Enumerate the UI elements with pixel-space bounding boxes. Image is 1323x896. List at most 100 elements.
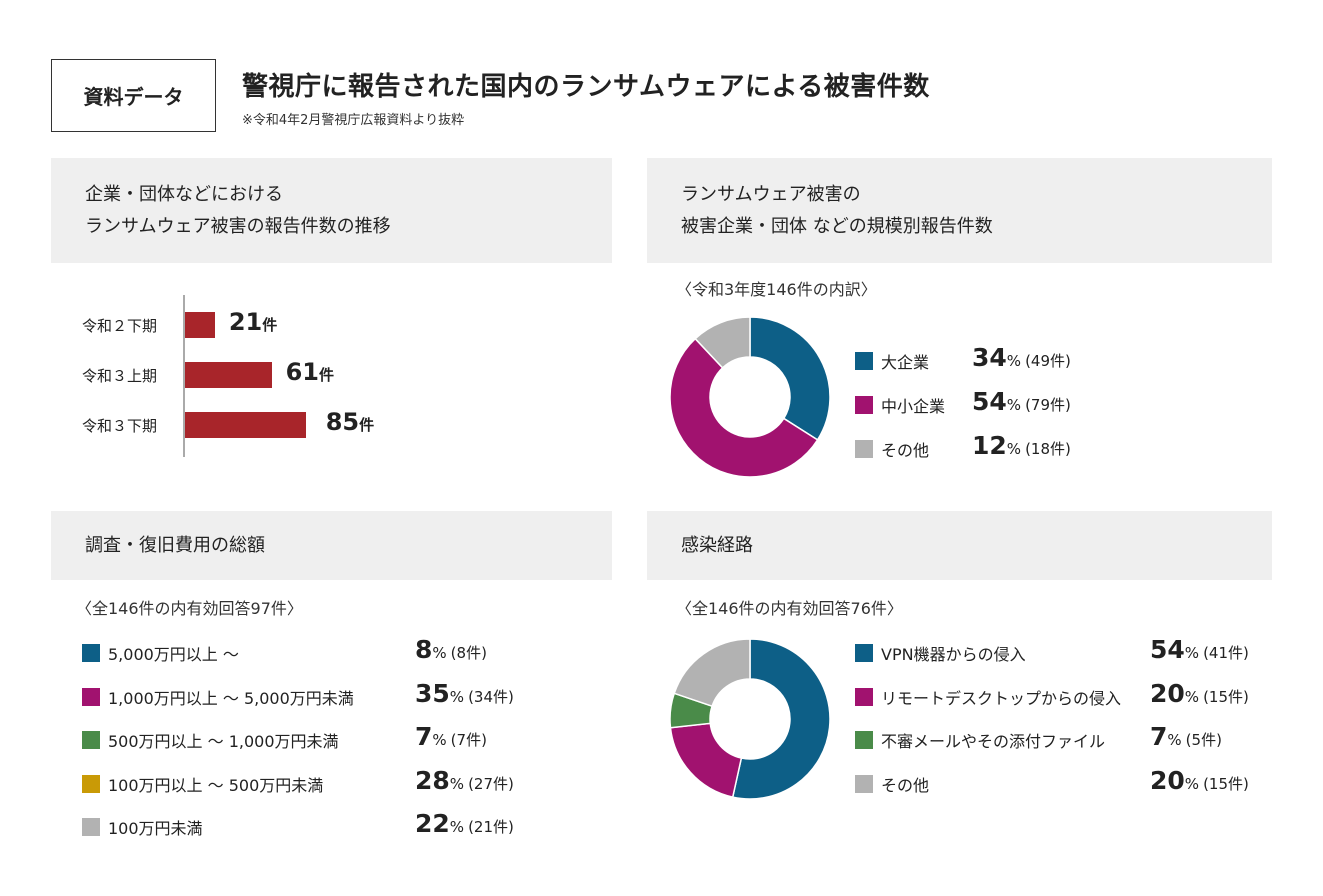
legend-percent: 54% (79件): [972, 387, 1071, 416]
legend-percent: 7% (7件): [415, 722, 487, 751]
percent-value: 54: [1150, 635, 1185, 664]
panel-header-route: 感染経路: [647, 511, 1272, 580]
percent-value: 20: [1150, 765, 1185, 795]
panel-header-trend: 企業・団体などにおける ランサムウェア被害の報告件数の推移: [51, 158, 612, 263]
percent-value: 12: [972, 431, 1007, 460]
bar-value-label: 61件: [286, 358, 334, 386]
legend-label: VPN機器からの侵入: [881, 645, 1026, 664]
count-label: (49件): [1025, 352, 1071, 370]
legend-percent: 34% (49件): [972, 343, 1071, 372]
panel-header-cost: 調査・復旧費用の総額: [51, 511, 612, 580]
legend-swatch: [82, 687, 100, 706]
legend-percent: 12% (18件): [972, 431, 1071, 460]
legend-percent: 20% (15件): [1150, 766, 1249, 795]
count-label: (5件): [1185, 731, 1222, 749]
legend-swatch: [855, 644, 873, 662]
bar-value: 61: [285, 358, 320, 386]
percent-value: 22: [415, 809, 450, 838]
bar-unit: 件: [319, 366, 335, 384]
panel-note: 〈全146件の内有効回答97件〉: [76, 599, 303, 618]
percent-sign: %: [1184, 687, 1200, 706]
legend-percent: 8% (8件): [415, 635, 487, 664]
legend-label: 大企業: [881, 353, 930, 372]
legend-label: 1,000万円以上 〜 5,000万円未満: [108, 688, 354, 708]
donut-chart-route: [669, 638, 831, 800]
bar: [185, 412, 306, 438]
page-subtitle: ※令和4年2月警視庁広報資料より抜粋: [242, 113, 465, 128]
legend-swatch: [855, 352, 873, 370]
legend-swatch: [855, 396, 873, 414]
percent-sign: %: [449, 687, 465, 706]
percent-sign: %: [449, 774, 465, 793]
donut-chart-scale: [669, 316, 831, 478]
bar-category-label: 令和２下期: [82, 317, 158, 335]
donut-slice: [694, 316, 751, 369]
legend-item: 5,000万円以上 〜: [82, 640, 239, 666]
bar: [185, 362, 272, 388]
legend-label: 中小企業: [881, 397, 946, 416]
legend-label: リモートデスクトップからの侵入: [881, 688, 1122, 708]
bar-value: 85: [325, 408, 360, 436]
panel-title-line: 調査・復旧費用の総額: [85, 534, 265, 556]
panel-title-line: ランサムウェア被害の: [681, 183, 861, 205]
bar-unit: 件: [359, 416, 375, 434]
bar-unit: 件: [262, 316, 278, 334]
legend-percent: 7% (5件): [1150, 722, 1222, 751]
panel-title-line: 感染経路: [681, 534, 753, 556]
bar: [185, 312, 215, 338]
legend-item: その他: [855, 771, 929, 797]
legend-swatch: [855, 774, 873, 793]
legend-percent: 22% (21件): [415, 809, 514, 838]
percent-sign: %: [1184, 774, 1200, 793]
legend-item: 大企業: [855, 348, 929, 374]
legend-item: VPN機器からの侵入: [855, 640, 1026, 666]
percent-sign: %: [432, 644, 447, 662]
legend-percent: 54% (41件): [1150, 635, 1249, 664]
count-label: (18件): [1025, 440, 1071, 458]
donut-slice: [669, 722, 743, 799]
count-label: (27件): [468, 774, 514, 793]
section-tag: 資料データ: [51, 59, 216, 132]
percent-value: 35: [415, 678, 450, 708]
percent-value: 34: [972, 343, 1007, 372]
legend-label: 100万円未満: [108, 819, 203, 838]
legend-item: その他: [855, 436, 929, 462]
percent-value: 28: [415, 765, 450, 795]
legend-label: 不審メールやその添付ファイル: [881, 732, 1106, 751]
legend-label: 500万円以上 〜 1,000万円未満: [108, 732, 339, 751]
legend-swatch: [82, 818, 100, 836]
legend-swatch: [82, 731, 100, 749]
bar-value-label: 85件: [326, 408, 374, 436]
panel-note: 〈全146件の内有効回答76件〉: [676, 599, 903, 618]
count-label: (15件): [1203, 774, 1249, 793]
percent-sign: %: [1006, 352, 1022, 370]
legend-item: 不審メールやその添付ファイル: [855, 727, 1105, 753]
donut-slice: [669, 337, 819, 478]
legend-swatch: [855, 440, 873, 458]
percent-sign: %: [1184, 644, 1200, 662]
panel-note: 〈令和3年度146件の内訳〉: [676, 280, 877, 299]
percent-value: 7: [1150, 722, 1168, 751]
legend-label: その他: [881, 441, 930, 460]
donut-slice: [673, 638, 751, 708]
legend-item: 中小企業: [855, 392, 945, 418]
percent-sign: %: [1006, 396, 1022, 414]
legend-item: リモートデスクトップからの侵入: [855, 684, 1121, 710]
count-label: (15件): [1203, 687, 1249, 706]
legend-item: 500万円以上 〜 1,000万円未満: [82, 727, 339, 753]
percent-sign: %: [449, 818, 465, 836]
panel-title-line: 企業・団体などにおける: [85, 183, 283, 205]
panel-header-scale: ランサムウェア被害の 被害企業・団体 などの規模別報告件数: [647, 158, 1272, 263]
percent-value: 54: [972, 387, 1007, 416]
percent-sign: %: [432, 731, 447, 749]
percent-sign: %: [1167, 731, 1182, 749]
percent-value: 20: [1150, 678, 1185, 708]
bar-category-label: 令和３下期: [82, 417, 158, 435]
percent-value: 8: [415, 635, 433, 664]
legend-item: 100万円以上 〜 500万円未満: [82, 771, 323, 797]
legend-label: 100万円以上 〜 500万円未満: [108, 775, 324, 795]
bar-value-label: 21件: [229, 308, 277, 336]
count-label: (8件): [450, 644, 487, 662]
percent-value: 7: [415, 722, 433, 751]
bar-category-label: 令和３上期: [82, 367, 158, 385]
